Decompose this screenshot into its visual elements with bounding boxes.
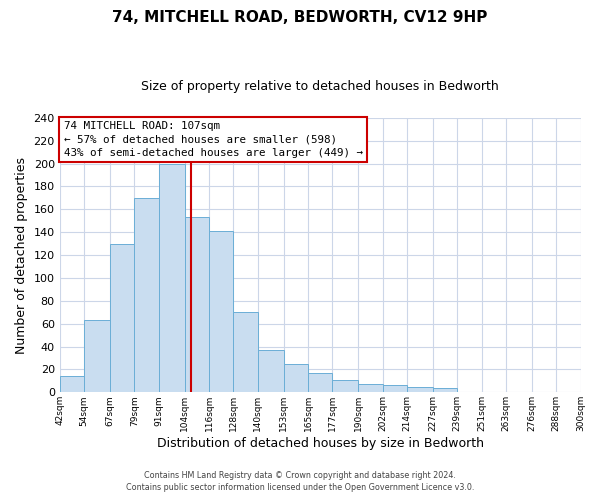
Bar [84, 320, 110, 392]
Bar [407, 386, 433, 392]
X-axis label: Distribution of detached houses by size in Bedworth: Distribution of detached houses by size … [157, 437, 484, 450]
Bar [284, 364, 308, 392]
Title: Size of property relative to detached houses in Bedworth: Size of property relative to detached ho… [141, 80, 499, 93]
Text: Contains HM Land Registry data © Crown copyright and database right 2024.
Contai: Contains HM Land Registry data © Crown c… [126, 471, 474, 492]
Bar [59, 376, 84, 392]
Text: 74 MITCHELL ROAD: 107sqm
← 57% of detached houses are smaller (598)
43% of semi-: 74 MITCHELL ROAD: 107sqm ← 57% of detach… [64, 121, 363, 158]
Bar [233, 312, 257, 392]
Bar [383, 386, 407, 392]
Y-axis label: Number of detached properties: Number of detached properties [15, 156, 28, 354]
Bar [134, 198, 158, 392]
Bar [185, 218, 209, 392]
Bar [358, 384, 383, 392]
Bar [110, 244, 134, 392]
Bar [308, 373, 332, 392]
Bar [158, 164, 185, 392]
Bar [433, 388, 457, 392]
Bar [209, 231, 233, 392]
Bar [257, 350, 284, 393]
Text: 74, MITCHELL ROAD, BEDWORTH, CV12 9HP: 74, MITCHELL ROAD, BEDWORTH, CV12 9HP [112, 10, 488, 25]
Bar [332, 380, 358, 392]
